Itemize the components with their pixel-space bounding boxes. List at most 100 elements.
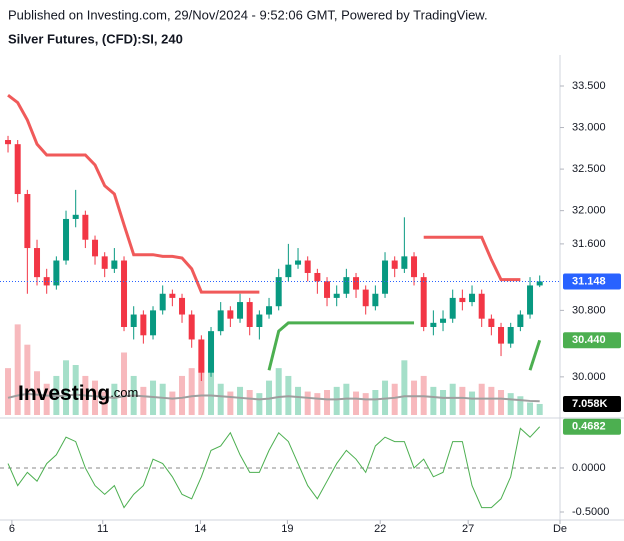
volume-bar [275, 368, 282, 415]
y-tick-label: 32.000 [572, 205, 606, 217]
candle-body [237, 302, 244, 319]
volume-bar [246, 390, 253, 415]
candle-body [266, 306, 273, 315]
candle-body [246, 302, 253, 327]
y-tick-label: 31.600 [572, 238, 606, 250]
candle-body [159, 293, 166, 311]
candle-body [121, 260, 128, 327]
price-badge-label: 0.4682 [572, 421, 606, 433]
volume-bar [179, 375, 186, 415]
candle-body [391, 260, 398, 269]
candle-body [130, 314, 137, 327]
volume-bar [34, 371, 41, 415]
candle-body [14, 144, 21, 195]
candle-body [256, 314, 263, 327]
price-badge-label: 31.148 [572, 275, 606, 287]
trend-line [7, 93, 260, 294]
trend-line [423, 235, 521, 282]
volume-bar [198, 360, 205, 415]
candle-body [43, 277, 50, 286]
candle-body [333, 293, 340, 298]
candle-body [150, 310, 157, 336]
volume-bar [72, 365, 79, 415]
y-tick-label: 32.500 [572, 163, 606, 175]
volume-bar [111, 383, 118, 415]
x-tick-label: De [553, 523, 567, 535]
trend-line [528, 339, 542, 371]
candle-body [217, 310, 224, 332]
volume-bar [324, 390, 331, 415]
candle-body [372, 293, 379, 307]
x-tick-label: 14 [194, 523, 206, 535]
y-tick-label: 0.0000 [572, 462, 606, 474]
candle-body [5, 140, 12, 145]
volume-bar [5, 368, 12, 415]
symbol-title: Silver Futures, (CFD):SI, 240 [8, 31, 183, 46]
volume-bar [507, 393, 514, 415]
volume-bar [14, 324, 21, 415]
candle-body [295, 260, 302, 265]
volume-bar [459, 386, 466, 415]
price-badge [563, 332, 621, 349]
x-tick-label: 22 [374, 523, 386, 535]
candle-body [34, 248, 41, 278]
candle-body [498, 326, 505, 344]
candle-body [314, 272, 321, 282]
candle-body [53, 260, 60, 286]
volume-bar [372, 390, 379, 415]
candle-body [140, 314, 147, 336]
volume-bar [536, 403, 543, 415]
candle-body [527, 285, 534, 315]
y-tick-label: -0.5000 [572, 506, 609, 518]
candle-body [430, 322, 437, 327]
volume-bar [121, 352, 128, 415]
volume-bar [24, 344, 31, 415]
candle-body [382, 260, 389, 294]
candle-body [324, 281, 331, 298]
volume-bar [217, 383, 224, 415]
volume-bar [63, 360, 70, 415]
volume-bar [333, 386, 340, 415]
volume-bar [227, 391, 234, 415]
volume-bar [362, 393, 369, 415]
volume-bar [188, 368, 195, 415]
volume-bar [304, 391, 311, 415]
candle-body [507, 326, 514, 344]
x-tick-label: 19 [281, 523, 293, 535]
volume-bar [449, 383, 456, 415]
volume-bar [237, 386, 244, 415]
x-tick-label: 27 [462, 523, 474, 535]
y-tick-label: 33.500 [572, 80, 606, 92]
candle-body [469, 293, 476, 303]
logo-name: Investing [18, 382, 110, 405]
volume-bar [159, 383, 166, 415]
volume-ma-line [7, 392, 540, 403]
candle-body [420, 277, 427, 327]
candle-body [536, 281, 543, 286]
volume-bar [488, 386, 495, 415]
candle-body [188, 314, 195, 340]
volume-bar [43, 383, 50, 415]
candle-body [198, 339, 205, 373]
candle-body [285, 264, 292, 278]
candle-body [82, 214, 89, 240]
volume-bar [92, 380, 99, 415]
volume-bar [256, 393, 263, 415]
volume-bar [527, 402, 534, 415]
volume-bar [295, 386, 302, 415]
y-tick-label: 33.000 [572, 121, 606, 133]
logo: Investing.com [18, 382, 138, 405]
candle-body [304, 260, 311, 273]
candle-body [362, 289, 369, 307]
volume-bar [440, 390, 447, 415]
candle-body [169, 293, 176, 298]
candle-body [24, 194, 31, 249]
volume-bar [208, 371, 215, 415]
candle-body [343, 277, 350, 294]
candle-body [478, 293, 485, 319]
volume-bar [391, 383, 398, 415]
trend-line [267, 321, 415, 371]
price-badge [563, 395, 621, 412]
volume-bar [353, 391, 360, 415]
